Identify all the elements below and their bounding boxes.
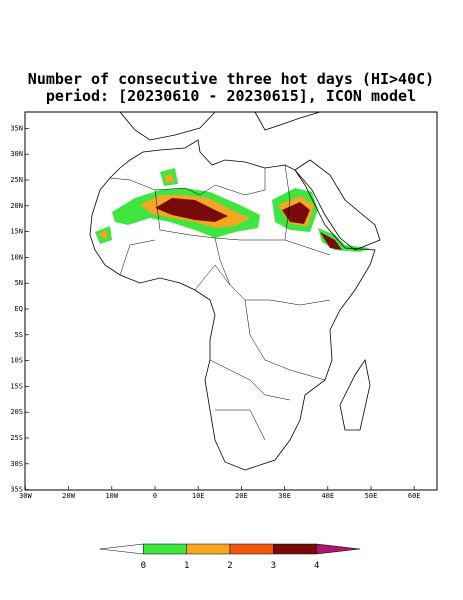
colorbar-label: 4 [314,561,319,571]
lon-tick-label: 10E [192,492,205,500]
lon-tick-label: 10W [105,492,118,500]
colorbar-segment [316,543,361,555]
lon-tick-label: 30E [278,492,291,500]
colorbar-label: 1 [184,561,189,571]
colorbar-label: 2 [227,561,232,571]
lat-tick-label: 15S [10,382,23,390]
title: Number of consecutive three hot days (HI… [28,70,434,88]
lat-tick-label: 30N [10,150,23,158]
lat-tick-label: 35S [10,486,23,494]
lat-tick-label: 15N [10,228,23,236]
lat-tick-label: 25S [10,434,23,442]
lat-tick-label: 10N [10,253,23,261]
lat-tick-label: 30S [10,460,23,468]
colorbar-segment [186,543,231,555]
colorbar-segment [273,543,317,555]
colorbar: 0 1 2 3 4 [99,543,361,571]
lon-tick-label: 30W [19,492,32,500]
colorbar-label: 3 [271,561,276,571]
lon-tick-label: 40E [321,492,334,500]
lon-tick-label: 60E [408,492,421,500]
lon-tick-label: 0 [153,492,157,500]
colorbar-label: 0 [141,561,146,571]
lat-tick-label: 20S [10,408,23,416]
lon-tick-label: 20W [62,492,75,500]
lat-tick-label: 5N [15,279,23,287]
subtitle: period: [20230610 - 20230615], ICON mode… [46,87,416,105]
colorbar-segment [229,543,274,555]
lat-tick-label: 25N [10,176,23,184]
lat-tick-label: EQ [15,305,23,313]
lon-tick-label: 20E [235,492,248,500]
lat-tick-label: 20N [10,202,23,210]
map-frame [24,111,438,491]
map [89,111,381,471]
colorbar-segment [99,543,144,555]
lat-tick-label: 10S [10,357,23,365]
colorbar-segment [143,543,187,555]
lon-tick-label: 50E [365,492,378,500]
lat-tick-label: 5S [15,331,23,339]
lat-tick-label: 35N [10,124,23,132]
